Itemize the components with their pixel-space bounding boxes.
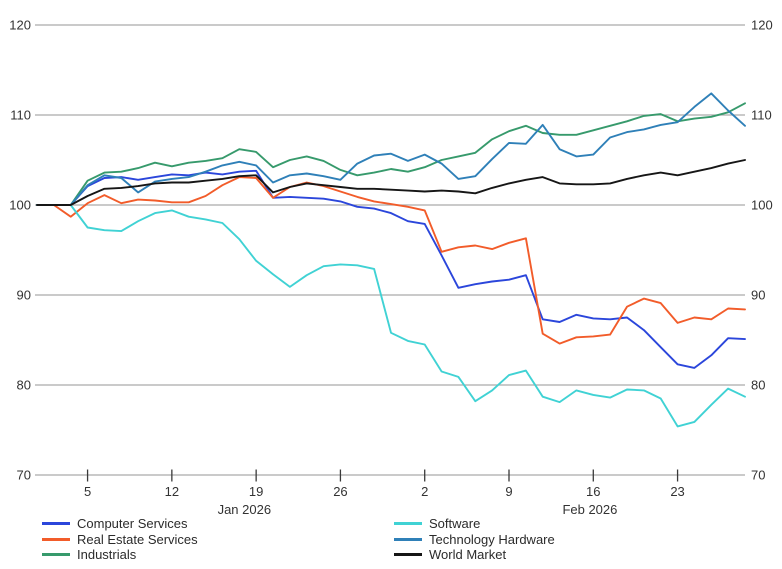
y-axis-label-right-120: 120 xyxy=(751,18,773,33)
legend-column-right: Software Technology Hardware World Marke… xyxy=(394,516,555,563)
x-axis-label-12: 12 xyxy=(165,484,179,499)
series-line-world-market xyxy=(36,159,746,206)
legend-label-computer-services: Computer Services xyxy=(77,516,188,532)
legend-item-world-market: World Market xyxy=(394,547,555,563)
y-axis-label-left-110: 110 xyxy=(10,108,31,123)
legend-swatch-world-market xyxy=(394,553,422,557)
legend-label-world-market: World Market xyxy=(429,547,507,563)
month-label-feb-2026: Feb 2026 xyxy=(562,502,617,517)
legend-label-real-estate-services: Real Estate Services xyxy=(77,531,198,547)
legend-swatch-software xyxy=(394,522,422,526)
series-line-technology-hardware xyxy=(36,92,746,206)
y-axis-label-right-80: 80 xyxy=(751,378,765,393)
y-axis-label-right-90: 90 xyxy=(751,288,765,303)
legend-item-technology-hardware: Technology Hardware xyxy=(394,532,555,548)
y-axis-label-right-100: 100 xyxy=(751,198,773,213)
x-axis-label-26: 26 xyxy=(333,484,347,499)
series-line-software xyxy=(36,204,746,428)
x-axis-label-2: 2 xyxy=(421,484,428,499)
legend-swatch-computer-services xyxy=(42,522,70,526)
legend-label-industrials: Industrials xyxy=(77,547,137,563)
y-axis-label-left-120: 120 xyxy=(9,18,31,33)
legend-item-real-estate-services: Real Estate Services xyxy=(42,532,198,548)
legend-item-industrials: Industrials xyxy=(42,547,198,563)
x-axis-label-19: 19 xyxy=(249,484,263,499)
legend-swatch-industrials xyxy=(42,553,70,557)
x-axis-label-16: 16 xyxy=(586,484,600,499)
y-axis-label-left-90: 90 xyxy=(17,288,31,303)
y-axis-label-left-70: 70 xyxy=(17,468,31,483)
y-axis-label-left-100: 100 xyxy=(9,198,31,213)
legend-swatch-technology-hardware xyxy=(394,537,422,541)
y-axis-label-right-110: 110 xyxy=(751,108,772,123)
legend: Computer Services Real Estate Services I… xyxy=(0,516,782,566)
series-line-industrials xyxy=(36,102,746,206)
legend-column-left: Computer Services Real Estate Services I… xyxy=(42,516,198,563)
series-line-real-estate-services xyxy=(36,176,746,345)
legend-label-technology-hardware: Technology Hardware xyxy=(429,531,555,547)
y-axis-label-left-80: 80 xyxy=(17,378,31,393)
y-axis-label-right-70: 70 xyxy=(751,468,765,483)
month-label-jan-2026: Jan 2026 xyxy=(218,502,272,517)
legend-label-software: Software xyxy=(429,516,481,532)
x-axis-label-23: 23 xyxy=(670,484,684,499)
x-axis-label-9: 9 xyxy=(505,484,512,499)
legend-item-software: Software xyxy=(394,516,555,532)
legend-swatch-real-estate-services xyxy=(42,537,70,541)
series-line-computer-services xyxy=(36,169,746,369)
x-axis-label-5: 5 xyxy=(84,484,91,499)
legend-item-computer-services: Computer Services xyxy=(42,516,198,532)
